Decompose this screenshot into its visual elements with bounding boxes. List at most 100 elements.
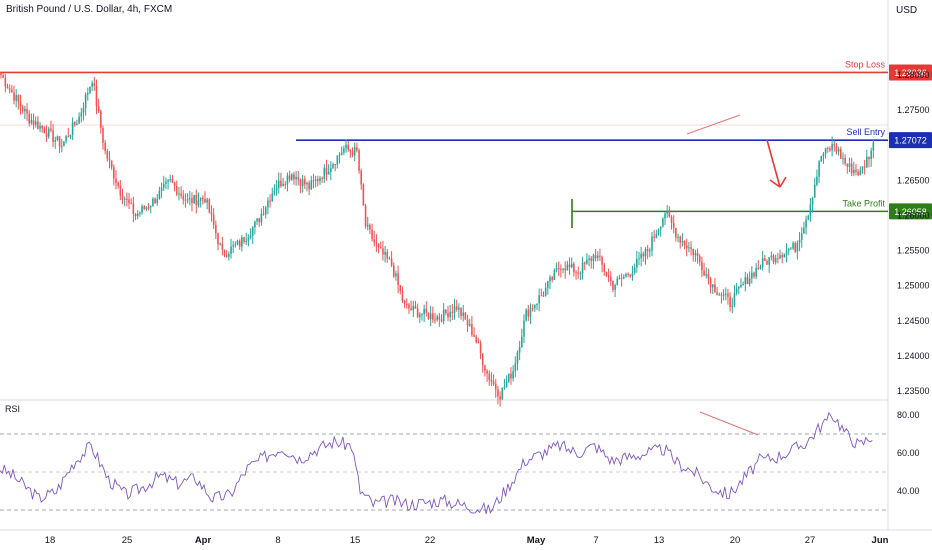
candle-body	[91, 83, 93, 87]
candle-body	[212, 214, 215, 225]
candle-body	[688, 247, 690, 249]
candle-body	[37, 121, 39, 129]
candle-body	[631, 273, 634, 277]
candle-body	[275, 187, 278, 191]
candle-body	[24, 108, 26, 112]
candle-body	[455, 306, 458, 310]
candle-body	[167, 180, 169, 182]
candle-body	[458, 307, 460, 310]
candle-body	[188, 198, 191, 200]
candle-body	[807, 216, 810, 220]
candle-body	[262, 213, 265, 215]
candle-body	[325, 167, 328, 175]
down-arrow-shaft	[766, 139, 781, 188]
candle-body	[56, 136, 59, 141]
candle-body	[165, 181, 167, 184]
candle-body	[742, 284, 744, 286]
candle-body	[549, 277, 551, 282]
candle-body	[286, 175, 289, 185]
candle-body	[764, 258, 766, 261]
candle-body	[720, 294, 723, 296]
candle-body	[210, 212, 213, 215]
candle-body	[588, 258, 590, 260]
candle-body	[180, 193, 182, 196]
candle-body	[421, 314, 423, 316]
candle-body	[362, 184, 365, 206]
candle-body	[542, 295, 545, 297]
candle-body	[82, 108, 85, 113]
candle-body	[805, 219, 807, 228]
candle-body	[215, 224, 217, 234]
time-axis[interactable]: 18 25 Apr 8 15 22 May 7 13 20 27 Jun	[45, 535, 889, 546]
level-label: Sell Entry	[846, 127, 885, 137]
level-value-badge	[889, 132, 932, 149]
candle-body	[792, 242, 794, 249]
candle-body	[796, 242, 799, 252]
candle-body	[373, 239, 376, 243]
time-tick-label: 18	[45, 535, 56, 546]
candle-body	[117, 182, 119, 186]
candle-body	[423, 308, 425, 315]
candle-body	[540, 295, 543, 297]
candle-body	[30, 120, 33, 124]
candle-body	[488, 373, 491, 380]
time-tick-label: 20	[730, 535, 741, 546]
candle-body	[557, 268, 560, 270]
candle-body	[386, 252, 389, 259]
candle-body	[110, 160, 113, 168]
candle-body	[484, 365, 486, 371]
candle-body	[529, 308, 532, 317]
candle-body	[751, 272, 753, 279]
candle-body	[306, 182, 308, 185]
candle-body	[798, 240, 801, 243]
candle-body	[523, 320, 525, 337]
candle-body	[692, 248, 695, 256]
candle-body	[429, 313, 432, 319]
price-axis[interactable]: 1.28000 1.27500 1.26500 1.26000 1.25500 1.250…	[897, 70, 930, 496]
price-tick-label: 1.27500	[897, 105, 930, 115]
currency-selector[interactable]: USD	[896, 5, 918, 16]
candle-body	[857, 171, 859, 176]
candle-body	[395, 273, 397, 277]
candle-body	[414, 305, 417, 309]
candle-body	[468, 324, 471, 326]
candle-body	[445, 309, 447, 314]
candle-body	[599, 255, 601, 257]
candle-body	[781, 255, 783, 258]
candle-body	[251, 227, 254, 236]
rsi-tick-label: 40.00	[897, 486, 920, 496]
candle-body	[143, 206, 146, 209]
candle-body	[662, 218, 664, 227]
candle-body	[768, 257, 770, 265]
candle-body	[570, 263, 573, 268]
candle-body	[249, 235, 252, 238]
candle-body	[497, 389, 499, 397]
candle-body	[434, 319, 436, 321]
candle-body	[182, 195, 185, 200]
candle-body	[664, 213, 666, 219]
candle-body	[605, 271, 608, 276]
candle-body	[757, 267, 760, 269]
candle-body	[323, 167, 326, 179]
candle-body	[560, 269, 562, 271]
candle-body	[345, 144, 347, 149]
candle-body	[71, 122, 74, 135]
level-value: 1.28036	[894, 68, 927, 78]
candle-body	[685, 245, 688, 249]
candle-body	[579, 273, 582, 275]
candle-body	[755, 267, 757, 277]
candle-body	[297, 177, 300, 180]
candle-body	[349, 149, 352, 152]
candle-body	[258, 218, 261, 223]
candle-body	[761, 258, 764, 267]
candle-body	[753, 272, 755, 277]
candle-body	[744, 277, 747, 285]
candle-body	[609, 277, 612, 281]
candle-body	[26, 108, 28, 114]
price-tick-label: 1.23500	[897, 386, 930, 396]
candle-body	[679, 236, 682, 243]
candle-body	[716, 292, 718, 295]
candle-body	[475, 336, 478, 343]
candle-body	[195, 194, 198, 206]
